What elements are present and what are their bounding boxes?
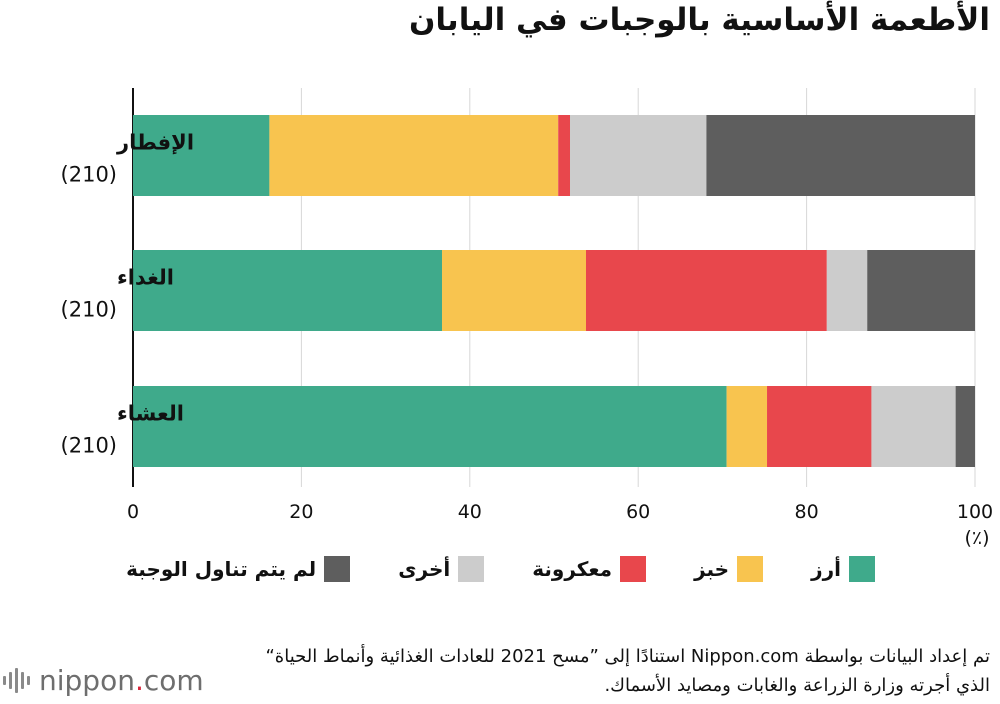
bar-segment [726, 386, 768, 467]
bar-segment [558, 115, 570, 196]
x-tick-label: 80 [795, 501, 819, 523]
stacked-bar-chart: الإفطار(210)الغداء(210)العشاء(210) 0 20 40… [61, 88, 993, 549]
category-count: (210) [61, 298, 117, 322]
bar-segment [585, 250, 827, 331]
legend-swatch [849, 556, 875, 582]
category-label: الإفطار [116, 131, 194, 155]
bar-segment [133, 250, 443, 331]
legend-label: معكرونة [532, 557, 613, 581]
bar-segment [871, 386, 956, 467]
category-count: (210) [61, 434, 117, 458]
legend-swatch [458, 556, 485, 582]
bar-segment [955, 386, 975, 467]
legend: أرز خبز معكرونة أخرى لم يتم تناول الوجبة [78, 556, 875, 582]
bars [133, 115, 975, 467]
logo-suffix: com [143, 664, 204, 697]
bar-segment [706, 115, 975, 196]
nippon-logo: nippon. com [3, 664, 204, 697]
x-tick-labels: 0 20 40 60 80 100 (٪) [127, 501, 993, 549]
x-unit-label: (٪) [964, 527, 989, 549]
legend-item: أخرى [388, 556, 485, 582]
x-tick-label: 0 [127, 501, 139, 523]
legend-swatch [620, 556, 647, 582]
bar-segment [442, 250, 586, 331]
bar-segment [269, 115, 559, 196]
category-label: الغداء [117, 266, 174, 290]
logo-dot: . [134, 664, 144, 697]
legend-label: أرز [811, 557, 841, 581]
legend-item: معكرونة [522, 556, 647, 582]
source-note: تم إعداد البيانات بواسطة Nippon.com استن… [265, 646, 990, 696]
bar-segment [133, 115, 270, 196]
bar-segment [767, 386, 872, 467]
bar-segment [826, 250, 868, 331]
logo-text: nippon [39, 664, 135, 697]
legend-item: خبز [684, 556, 764, 582]
legend-label: أخرى [398, 557, 451, 581]
legend-item: أرز [801, 556, 875, 582]
legend-item: لم يتم تناول الوجبة [116, 556, 351, 582]
bar-segment [133, 386, 727, 467]
x-tick-label: 40 [458, 501, 482, 523]
legend-swatch [324, 556, 351, 582]
legend-swatch [737, 556, 764, 582]
bar-segment [569, 115, 707, 196]
x-tick-label: 20 [289, 501, 313, 523]
x-tick-label: 100 [957, 501, 993, 523]
x-tick-label: 60 [626, 501, 650, 523]
category-label: العشاء [117, 402, 184, 426]
bar-segment [867, 250, 975, 331]
category-labels: الإفطار(210)الغداء(210)العشاء(210) [61, 131, 195, 458]
legend-label: لم يتم تناول الوجبة [126, 557, 317, 581]
chart-title: الأطعمة الأساسية بالوجبات في اليابان [408, 2, 990, 38]
legend-label: خبز [694, 557, 730, 581]
category-count: (210) [61, 163, 117, 187]
logo-bars-icon [3, 668, 30, 693]
